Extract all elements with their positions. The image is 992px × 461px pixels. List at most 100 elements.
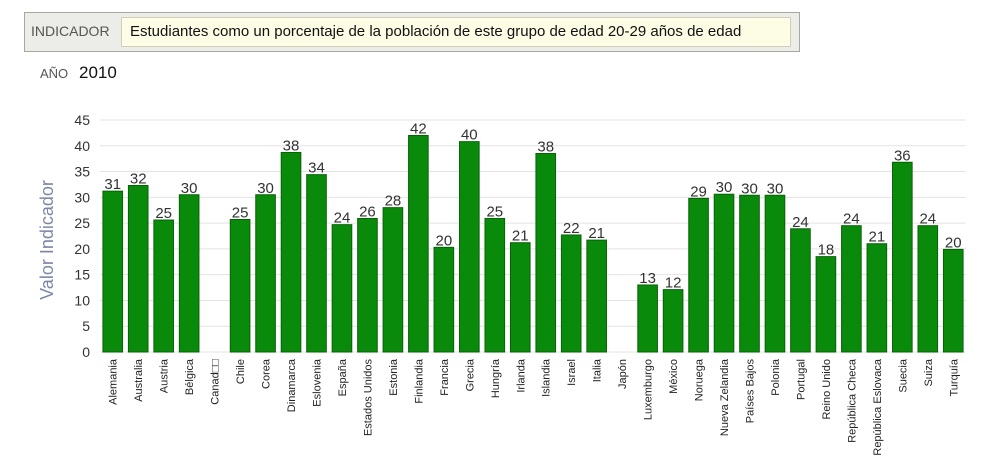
category-label: Islandia [541, 358, 553, 397]
data-label: 31 [104, 176, 121, 193]
data-label: 38 [283, 137, 300, 154]
data-label: 24 [334, 210, 351, 227]
category-label: Suecia [897, 358, 909, 393]
category-label: Luxemburgo [643, 359, 655, 420]
y-tick-label: 20 [74, 241, 90, 257]
y-tick-label: 40 [74, 138, 90, 154]
bar [790, 228, 811, 353]
data-label: 13 [639, 270, 656, 287]
category-label: Finlandia [413, 358, 425, 404]
data-label: 30 [181, 180, 198, 197]
bar [739, 194, 760, 353]
category-label: Grecia [464, 358, 476, 391]
data-label: 42 [410, 120, 427, 137]
category-label: Corea [261, 358, 273, 389]
bar [357, 217, 378, 353]
data-label: 40 [461, 127, 478, 144]
y-tick-label: 5 [82, 318, 90, 334]
bar [917, 225, 939, 353]
bar [713, 193, 735, 353]
bar [560, 234, 582, 353]
bar [229, 219, 251, 353]
year-label: AÑO [40, 66, 69, 81]
category-label: Bélgica [184, 358, 196, 395]
category-label: Canad□□ [210, 359, 222, 405]
indicator-label: INDICADOR [31, 23, 110, 39]
category-label: Francia [439, 358, 451, 396]
bar [535, 153, 557, 353]
bar [586, 239, 607, 353]
bar [331, 224, 353, 353]
data-label: 32 [130, 170, 147, 187]
data-label: 20 [945, 234, 962, 251]
y-tick-label: 0 [82, 344, 90, 360]
bar [280, 151, 302, 353]
data-label: 26 [359, 203, 376, 220]
category-label: Países Bajos [745, 359, 757, 424]
bar [306, 174, 327, 353]
category-label: Noruega [694, 358, 706, 401]
y-axis-ticks: 0 5 10 15 20 25 30 35 40 45 [74, 112, 90, 360]
data-label: 34 [308, 160, 325, 177]
category-label: Portugal [795, 359, 807, 400]
bar [408, 134, 429, 353]
bar [815, 256, 837, 353]
data-label: 30 [257, 180, 274, 197]
category-label: Dinamarca [286, 358, 298, 412]
y-tick-label: 15 [74, 267, 90, 283]
data-label: 24 [843, 211, 860, 228]
data-label: 21 [512, 228, 529, 245]
category-label: Austria [159, 358, 171, 393]
category-label: Polonia [770, 358, 782, 396]
category-label: República Eslovaca [872, 358, 884, 455]
bar [433, 246, 455, 353]
data-label: 20 [436, 232, 453, 249]
bar [509, 242, 531, 353]
bar [637, 284, 658, 353]
bar [942, 248, 964, 353]
data-label: 18 [818, 242, 835, 259]
bar [459, 141, 480, 353]
category-label: Hungría [490, 358, 502, 398]
category-label: Alemania [108, 358, 120, 405]
category-label: República Checa [846, 358, 858, 443]
data-label: 25 [232, 205, 249, 222]
y-tick-label: 10 [74, 292, 90, 308]
bar [153, 219, 174, 353]
category-label: Eslovenia [312, 358, 324, 407]
category-labels: Alemania Australia Austria Bélgica Canad□□ Ch… [108, 358, 961, 456]
bar [688, 197, 709, 353]
data-label: 30 [741, 180, 758, 197]
data-label: 29 [690, 183, 707, 200]
category-label: Suiza [923, 358, 935, 386]
category-label: Chile [235, 359, 247, 384]
data-label: 12 [665, 275, 682, 292]
category-label: Israel [566, 359, 578, 386]
category-label: España [337, 358, 349, 396]
category-label: Estados Unidos [362, 359, 374, 437]
y-tick-label: 30 [74, 189, 90, 205]
data-label: 24 [792, 214, 809, 231]
data-label: 21 [869, 229, 886, 246]
category-label: Australia [133, 358, 145, 402]
y-tick-label: 35 [74, 164, 90, 180]
bar [102, 190, 124, 353]
data-labels: 31 32 25 30 25 30 38 34 24 26 28 42 20 40 25 21 38 22 21 13… [104, 120, 961, 291]
category-label: Japón [617, 359, 629, 389]
year-value: 2010 [79, 63, 117, 82]
data-label: 24 [919, 211, 936, 228]
data-label: 25 [486, 203, 503, 220]
category-label: Irlanda [515, 358, 527, 393]
bar [127, 184, 149, 353]
bar [382, 207, 404, 353]
bar [892, 161, 913, 353]
indicator-value: Estudiantes como un porcentaje de la pob… [121, 17, 791, 47]
bar [841, 225, 862, 353]
data-label: 38 [537, 139, 554, 156]
data-label: 30 [716, 179, 733, 196]
bar [178, 194, 200, 353]
bar [484, 217, 506, 353]
bars [102, 134, 964, 353]
data-label: 30 [767, 180, 784, 197]
category-label: Estonia [388, 358, 400, 396]
